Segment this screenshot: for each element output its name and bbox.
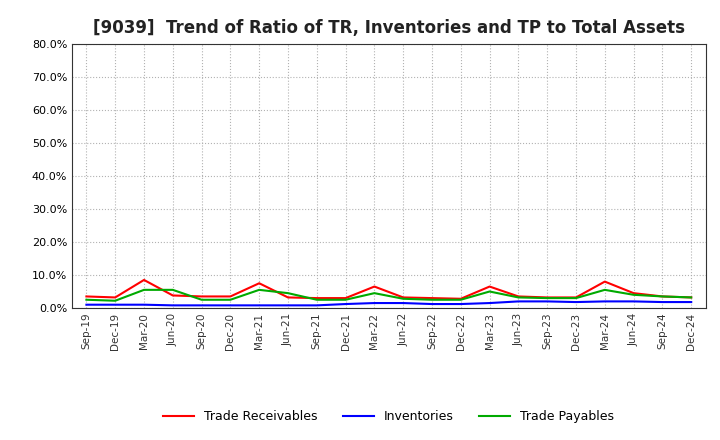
Inventories — [140, 302, 148, 307]
Title: [9039]  Trend of Ratio of TR, Inventories and TP to Total Assets: [9039] Trend of Ratio of TR, Inventories… — [93, 19, 685, 37]
Trade Receivables — [600, 279, 609, 284]
Trade Payables — [82, 297, 91, 302]
Trade Payables — [514, 295, 523, 300]
Inventories — [428, 301, 436, 307]
Trade Payables — [658, 294, 667, 299]
Trade Payables — [687, 295, 696, 300]
Inventories — [543, 299, 552, 304]
Legend: Trade Receivables, Inventories, Trade Payables: Trade Receivables, Inventories, Trade Pa… — [158, 406, 619, 429]
Trade Payables — [600, 287, 609, 293]
Trade Payables — [168, 287, 177, 293]
Trade Receivables — [284, 295, 292, 300]
Inventories — [168, 303, 177, 308]
Trade Receivables — [428, 296, 436, 301]
Trade Payables — [341, 297, 350, 302]
Trade Receivables — [399, 295, 408, 300]
Trade Payables — [284, 290, 292, 296]
Inventories — [312, 303, 321, 308]
Trade Receivables — [370, 284, 379, 289]
Inventories — [370, 301, 379, 306]
Trade Receivables — [341, 296, 350, 301]
Line: Trade Receivables: Trade Receivables — [86, 280, 691, 299]
Inventories — [456, 301, 465, 307]
Inventories — [572, 299, 580, 304]
Trade Receivables — [255, 281, 264, 286]
Trade Receivables — [312, 296, 321, 301]
Inventories — [197, 303, 206, 308]
Trade Receivables — [226, 294, 235, 299]
Trade Receivables — [197, 294, 206, 299]
Trade Receivables — [456, 296, 465, 301]
Inventories — [687, 299, 696, 304]
Trade Receivables — [168, 293, 177, 298]
Trade Receivables — [543, 295, 552, 300]
Inventories — [341, 301, 350, 307]
Inventories — [658, 299, 667, 304]
Trade Receivables — [658, 294, 667, 299]
Trade Payables — [255, 287, 264, 293]
Trade Receivables — [629, 290, 638, 296]
Trade Payables — [456, 297, 465, 302]
Inventories — [600, 299, 609, 304]
Trade Payables — [140, 287, 148, 293]
Trade Payables — [485, 289, 494, 294]
Trade Payables — [370, 290, 379, 296]
Trade Payables — [111, 298, 120, 304]
Trade Receivables — [111, 295, 120, 300]
Trade Receivables — [572, 295, 580, 300]
Inventories — [255, 303, 264, 308]
Trade Payables — [226, 297, 235, 302]
Inventories — [399, 301, 408, 306]
Trade Receivables — [140, 277, 148, 282]
Trade Payables — [428, 297, 436, 302]
Trade Payables — [543, 296, 552, 301]
Inventories — [111, 302, 120, 307]
Line: Inventories: Inventories — [86, 301, 691, 305]
Line: Trade Payables: Trade Payables — [86, 290, 691, 301]
Trade Receivables — [687, 295, 696, 300]
Trade Receivables — [485, 284, 494, 289]
Inventories — [514, 299, 523, 304]
Trade Payables — [629, 292, 638, 297]
Trade Payables — [197, 297, 206, 302]
Inventories — [226, 303, 235, 308]
Trade Receivables — [82, 294, 91, 299]
Inventories — [629, 299, 638, 304]
Inventories — [82, 302, 91, 307]
Inventories — [485, 301, 494, 306]
Trade Payables — [399, 296, 408, 301]
Inventories — [284, 303, 292, 308]
Trade Receivables — [514, 294, 523, 299]
Trade Payables — [312, 297, 321, 302]
Trade Payables — [572, 296, 580, 301]
